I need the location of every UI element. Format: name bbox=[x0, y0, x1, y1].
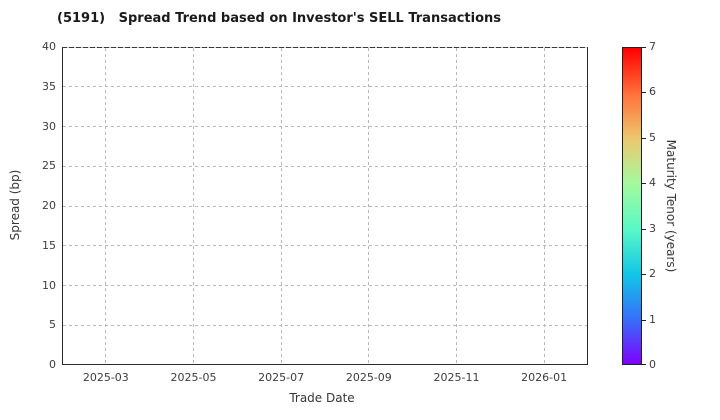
colorbar-tick-mark bbox=[642, 319, 646, 321]
colorbar-tick-mark bbox=[642, 47, 646, 48]
x-tick-label: 2025-09 bbox=[345, 371, 392, 384]
colorbar-tick-mark bbox=[642, 92, 646, 94]
colorbar-tick-mark bbox=[642, 228, 646, 230]
colorbar-tick-mark bbox=[642, 183, 646, 185]
colorbar-tick-label: 3 bbox=[649, 221, 656, 235]
y-tick-label: 35 bbox=[42, 79, 56, 93]
colorbar-tick-label: 5 bbox=[649, 130, 656, 144]
colorbar-tick-label: 7 bbox=[649, 40, 656, 53]
y-tick-label: 20 bbox=[42, 199, 56, 212]
plot-top-border bbox=[62, 47, 588, 48]
v-gridline bbox=[543, 48, 545, 364]
y-tick-label: 15 bbox=[42, 238, 56, 252]
v-gridline bbox=[105, 48, 107, 364]
colorbar-tick-label: 4 bbox=[649, 176, 656, 190]
v-gridline bbox=[368, 48, 370, 364]
v-gridline bbox=[280, 48, 282, 364]
colorbar-tick-mark bbox=[642, 137, 646, 139]
colorbar-tick-label: 1 bbox=[649, 312, 656, 326]
y-tick-label: 10 bbox=[42, 278, 56, 292]
x-axis-label: Trade Date bbox=[289, 391, 355, 405]
colorbar-tick-mark bbox=[642, 274, 646, 276]
chart-title: (5191) Spread Trend based on Investor's … bbox=[57, 11, 502, 26]
x-tick-label: 2026-01 bbox=[521, 371, 568, 384]
y-tick-label: 40 bbox=[42, 40, 56, 53]
h-gridline bbox=[63, 245, 587, 247]
h-gridline bbox=[63, 285, 587, 286]
x-tick-label: 2025-07 bbox=[258, 371, 305, 384]
colorbar bbox=[622, 47, 642, 365]
colorbar-tick-label: 2 bbox=[649, 267, 656, 281]
h-gridline bbox=[63, 205, 587, 207]
h-gridline bbox=[63, 126, 587, 127]
y-tick-label: 5 bbox=[49, 318, 56, 332]
colorbar-tick-label: 0 bbox=[649, 358, 656, 371]
x-tick-label: 2025-05 bbox=[170, 371, 217, 384]
x-tick-label: 2025-03 bbox=[82, 371, 129, 384]
x-tick-label: 2025-11 bbox=[433, 371, 480, 384]
y-tick-label: 30 bbox=[42, 119, 56, 133]
colorbar-tick-label: 6 bbox=[649, 85, 656, 99]
h-gridline bbox=[63, 165, 587, 167]
y-tick-label: 0 bbox=[49, 358, 56, 371]
v-gridline bbox=[456, 48, 457, 364]
v-gridline bbox=[193, 48, 194, 364]
h-gridline bbox=[63, 86, 587, 88]
h-gridline bbox=[63, 324, 587, 326]
y-tick-label: 25 bbox=[42, 159, 56, 173]
colorbar-label: Maturity Tenor (years) bbox=[664, 139, 678, 273]
colorbar-tick-mark bbox=[642, 364, 646, 365]
